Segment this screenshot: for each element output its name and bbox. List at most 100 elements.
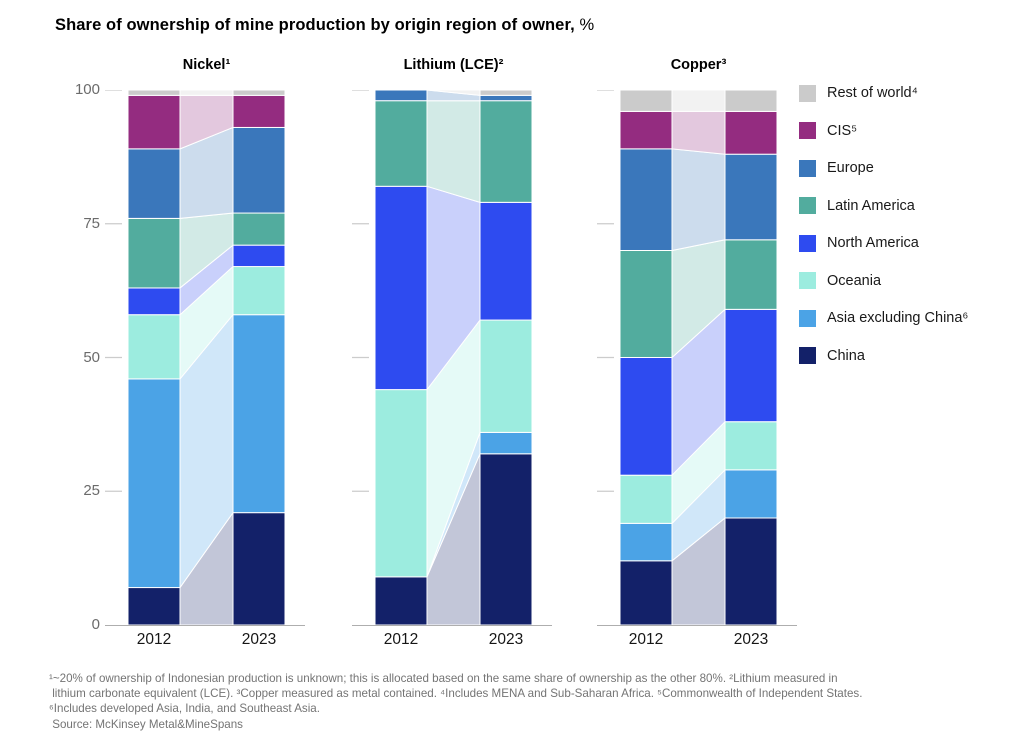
chart-subtitle-nickel-: Nickel¹ <box>182 57 231 73</box>
y-axis-tick-label: 100 <box>74 81 100 98</box>
bar-segment-north-america-2012 <box>374 185 428 391</box>
flow-band-latin-america <box>426 100 481 204</box>
footnote-line: ¹~20% of ownership of Indonesian product… <box>49 672 838 685</box>
footnotes: ¹~20% of ownership of Indonesian product… <box>49 671 862 732</box>
page-title-unit: % <box>574 16 595 34</box>
bar-segment-cis-2023 <box>232 94 286 128</box>
bar-segment-oceania-2012 <box>374 389 428 578</box>
legend-swatch-icon <box>799 234 816 252</box>
bar-segment-china-2023 <box>724 517 778 626</box>
bar-segment-rest-of-world-2023 <box>479 90 533 96</box>
bar-segment-china-2012 <box>619 560 673 626</box>
legend-label: North America <box>827 235 919 251</box>
bar-segment-europe-2012 <box>374 90 428 102</box>
legend-swatch-icon <box>799 84 816 102</box>
legend-label: China <box>827 347 865 364</box>
legend-item-cis-: CIS⁵ <box>799 122 968 140</box>
page-title: Share of ownership of mine production by… <box>55 16 594 35</box>
y-axis-tick-label: 50 <box>83 348 100 366</box>
bar-segment-asia-excluding-china-2023 <box>724 469 778 519</box>
x-axis-label-2023: 2023 <box>241 631 277 648</box>
legend: Rest of world⁴ CIS⁵ Europe Latin America Nor… <box>799 84 968 365</box>
footnote-line: lithium carbonate equivalent (LCE). ³Cop… <box>49 687 863 701</box>
legend-swatch-icon <box>799 272 816 289</box>
legend-swatch-icon <box>799 309 816 327</box>
bar-segment-latin-america-2023 <box>724 239 778 310</box>
bar-segment-asia-excluding-china-2023 <box>232 314 286 514</box>
x-axis-label-2023: 2023 <box>488 631 524 648</box>
bar-segment-north-america-2023 <box>232 244 286 268</box>
footnote-line: ⁶Includes developed Asia, India, and Sou… <box>49 702 320 716</box>
bar-segment-rest-of-world-2012 <box>619 90 673 112</box>
bar-segment-asia-excluding-china-2012 <box>127 378 181 589</box>
bar-segment-china-2012 <box>127 587 181 626</box>
bar-segment-north-america-2012 <box>619 357 673 476</box>
bar-segment-china-2012 <box>374 576 428 626</box>
bar-segment-europe-2012 <box>619 148 673 251</box>
flow-band-europe <box>671 148 726 252</box>
y-axis-tick-label: 75 <box>83 214 100 232</box>
legend-label: Oceania <box>827 272 882 289</box>
bar-segment-cis-2012 <box>127 94 181 150</box>
bar-segment-latin-america-2012 <box>127 217 181 289</box>
bar-segment-asia-excluding-china-2012 <box>619 522 673 562</box>
source-line: Source: McKinsey Metal&MineSpans <box>49 717 243 731</box>
bar-segment-china-2023 <box>232 512 286 626</box>
legend-item-rest-of-world-: Rest of world⁴ <box>799 84 968 102</box>
bar-segment-latin-america-2012 <box>374 100 428 187</box>
page-title-text: Share of ownership of mine production by… <box>55 16 575 34</box>
bar-segment-oceania-2023 <box>232 266 286 316</box>
plot-lithium-lce- <box>352 90 552 627</box>
x-axis-label-2012: 2012 <box>136 631 172 648</box>
x-axis-label-2012: 2012 <box>383 631 419 648</box>
legend-swatch-icon <box>799 347 816 364</box>
bar-segment-latin-america-2023 <box>232 212 286 246</box>
bar-segment-latin-america-2023 <box>479 100 533 203</box>
legend-item-north-america: North America <box>799 234 968 252</box>
x-axis-label-2012: 2012 <box>628 631 664 648</box>
bar-segment-latin-america-2012 <box>619 250 673 358</box>
bar-segment-china-2023 <box>479 453 533 626</box>
bar-segment-oceania-2012 <box>619 474 673 524</box>
bar-segment-north-america-2012 <box>127 287 181 316</box>
flow-band-rest-of-world <box>179 90 234 96</box>
legend-item-asia-excluding-china-: Asia excluding China⁶ <box>799 309 968 327</box>
legend-label: Asia excluding China⁶ <box>827 310 969 326</box>
legend-swatch-icon <box>799 197 816 214</box>
bar-segment-north-america-2023 <box>724 308 778 423</box>
bar-segment-oceania-2023 <box>724 421 778 471</box>
bar-segment-rest-of-world-2023 <box>232 90 286 96</box>
flow-band-rest-of-world <box>671 90 726 112</box>
bar-segment-oceania-2023 <box>479 319 533 433</box>
legend-swatch-icon <box>799 159 816 177</box>
plot-nickel- <box>105 90 305 627</box>
bar-segment-rest-of-world-2023 <box>724 90 778 112</box>
legend-item-oceania: Oceania <box>799 272 968 290</box>
bar-segment-cis-2012 <box>619 110 673 150</box>
y-axis-tick-label: 0 <box>91 616 100 633</box>
legend-swatch-icon <box>799 122 816 139</box>
legend-label: Rest of world⁴ <box>827 85 918 101</box>
x-axis-label-2023: 2023 <box>733 631 769 648</box>
legend-label: CIS⁵ <box>827 122 858 139</box>
legend-item-latin-america: Latin America <box>799 197 968 215</box>
bar-segment-europe-2012 <box>127 148 181 219</box>
bar-segment-rest-of-world-2012 <box>127 90 181 96</box>
flow-band-cis <box>671 110 726 155</box>
chart-subtitle-lithium-lce-: Lithium (LCE)² <box>403 57 504 73</box>
legend-item-europe: Europe <box>799 159 968 177</box>
bar-segment-europe-2023 <box>479 94 533 102</box>
chart-subtitle-copper-: Copper³ <box>670 57 727 73</box>
bar-segment-oceania-2012 <box>127 314 181 380</box>
bar-segment-europe-2023 <box>724 153 778 241</box>
legend-label: Latin America <box>827 197 915 214</box>
plot-copper- <box>597 90 797 627</box>
bar-segment-cis-2023 <box>724 110 778 155</box>
y-axis-tick-label: 25 <box>83 482 100 500</box>
legend-label: Europe <box>827 160 874 176</box>
bar-segment-europe-2023 <box>232 126 286 214</box>
legend-item-china: China <box>799 347 968 365</box>
bar-segment-asia-excluding-china-2023 <box>479 431 533 455</box>
bar-segment-north-america-2023 <box>479 201 533 321</box>
